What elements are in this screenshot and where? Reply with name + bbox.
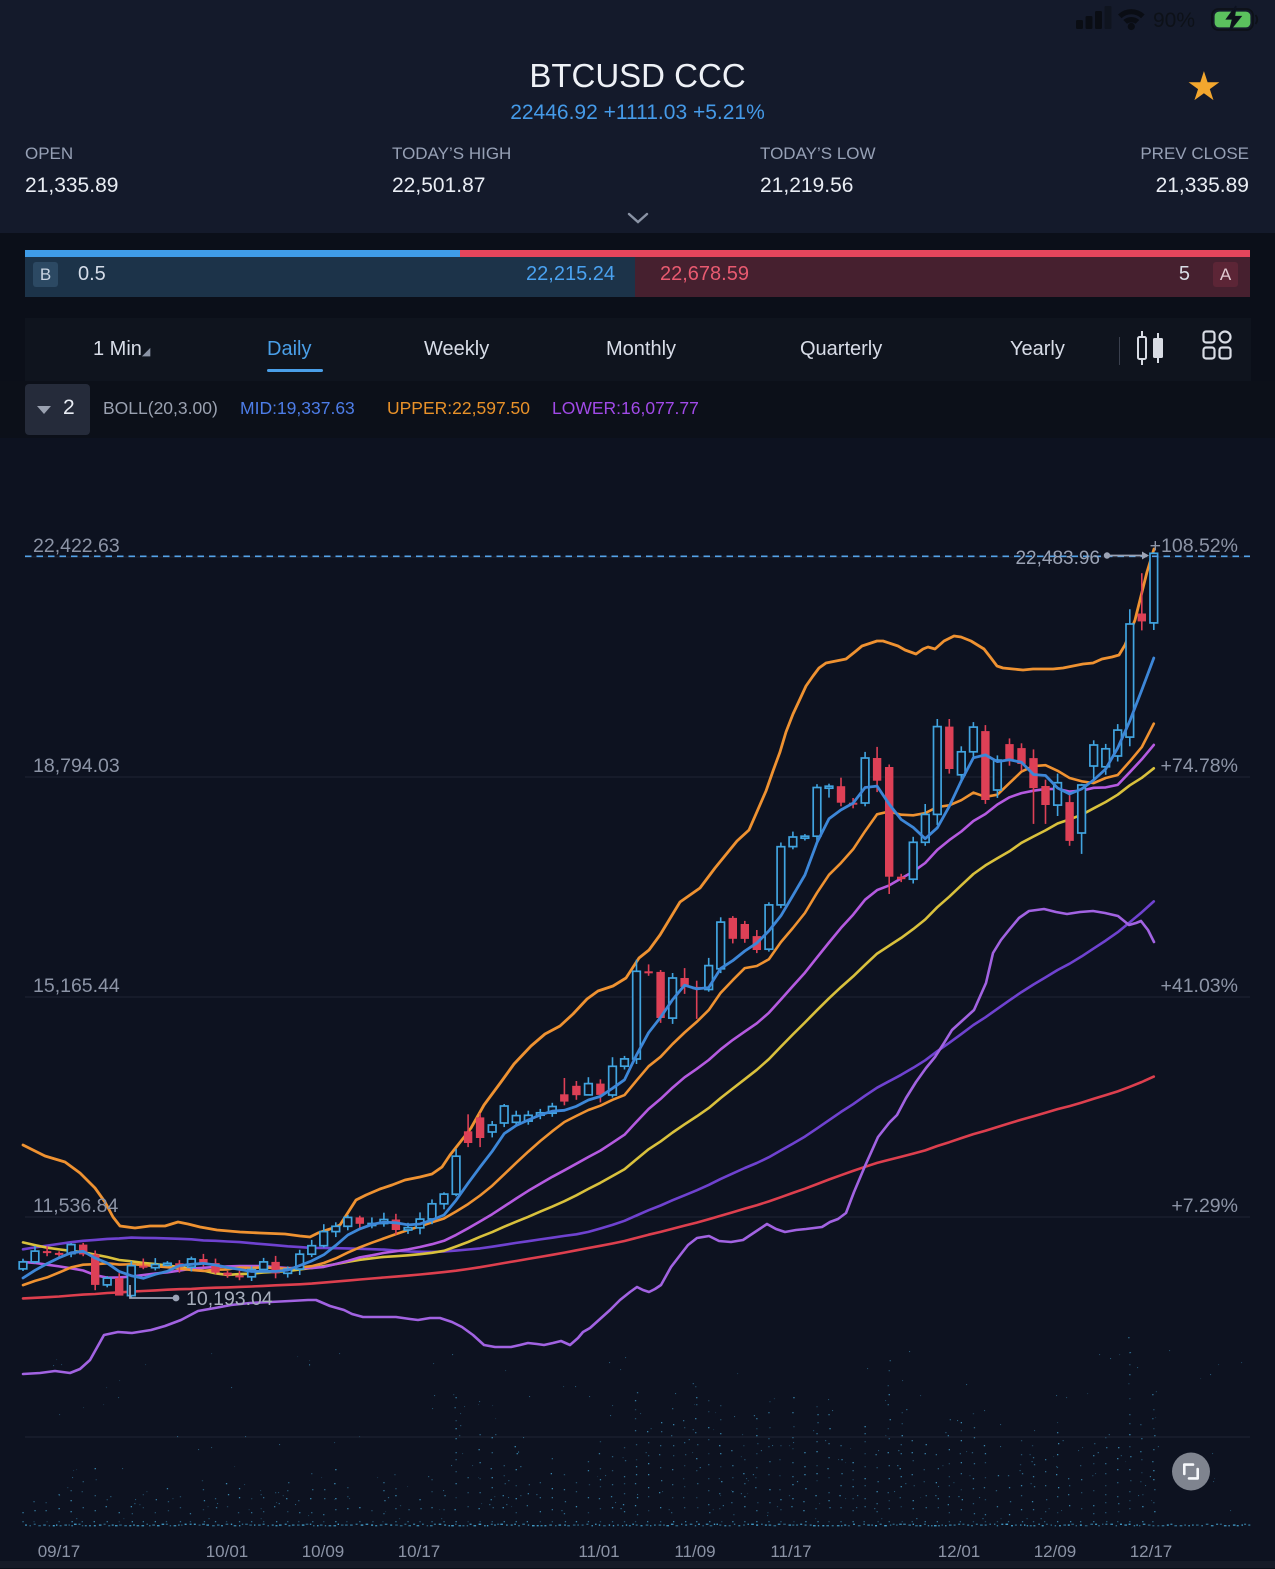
- svg-text:18,794.03: 18,794.03: [33, 755, 120, 777]
- svg-text:12/01: 12/01: [938, 1542, 981, 1561]
- svg-text:+108.52%: +108.52%: [1150, 535, 1238, 557]
- svg-text:11,536.84: 11,536.84: [33, 1195, 118, 1217]
- svg-text:10/17: 10/17: [398, 1542, 441, 1561]
- svg-text:11/17: 11/17: [770, 1542, 811, 1561]
- svg-text:10,193.04: 10,193.04: [186, 1288, 273, 1310]
- svg-text:10/09: 10/09: [302, 1542, 345, 1561]
- svg-text:09/17: 09/17: [38, 1542, 81, 1561]
- svg-text:11/01: 11/01: [578, 1542, 619, 1561]
- svg-text:+41.03%: +41.03%: [1160, 975, 1238, 997]
- svg-text:12/17: 12/17: [1130, 1542, 1173, 1561]
- svg-text:+7.29%: +7.29%: [1171, 1195, 1238, 1217]
- svg-text:22,422.63: 22,422.63: [33, 535, 120, 557]
- svg-text:12/09: 12/09: [1034, 1542, 1077, 1561]
- svg-text:15,165.44: 15,165.44: [33, 975, 120, 997]
- svg-text:10/01: 10/01: [206, 1542, 249, 1561]
- svg-text:11/09: 11/09: [674, 1542, 715, 1561]
- svg-text:22,483.96: 22,483.96: [1015, 548, 1100, 569]
- svg-text:90%: 90%: [1153, 9, 1195, 32]
- svg-text:+74.78%: +74.78%: [1160, 755, 1238, 777]
